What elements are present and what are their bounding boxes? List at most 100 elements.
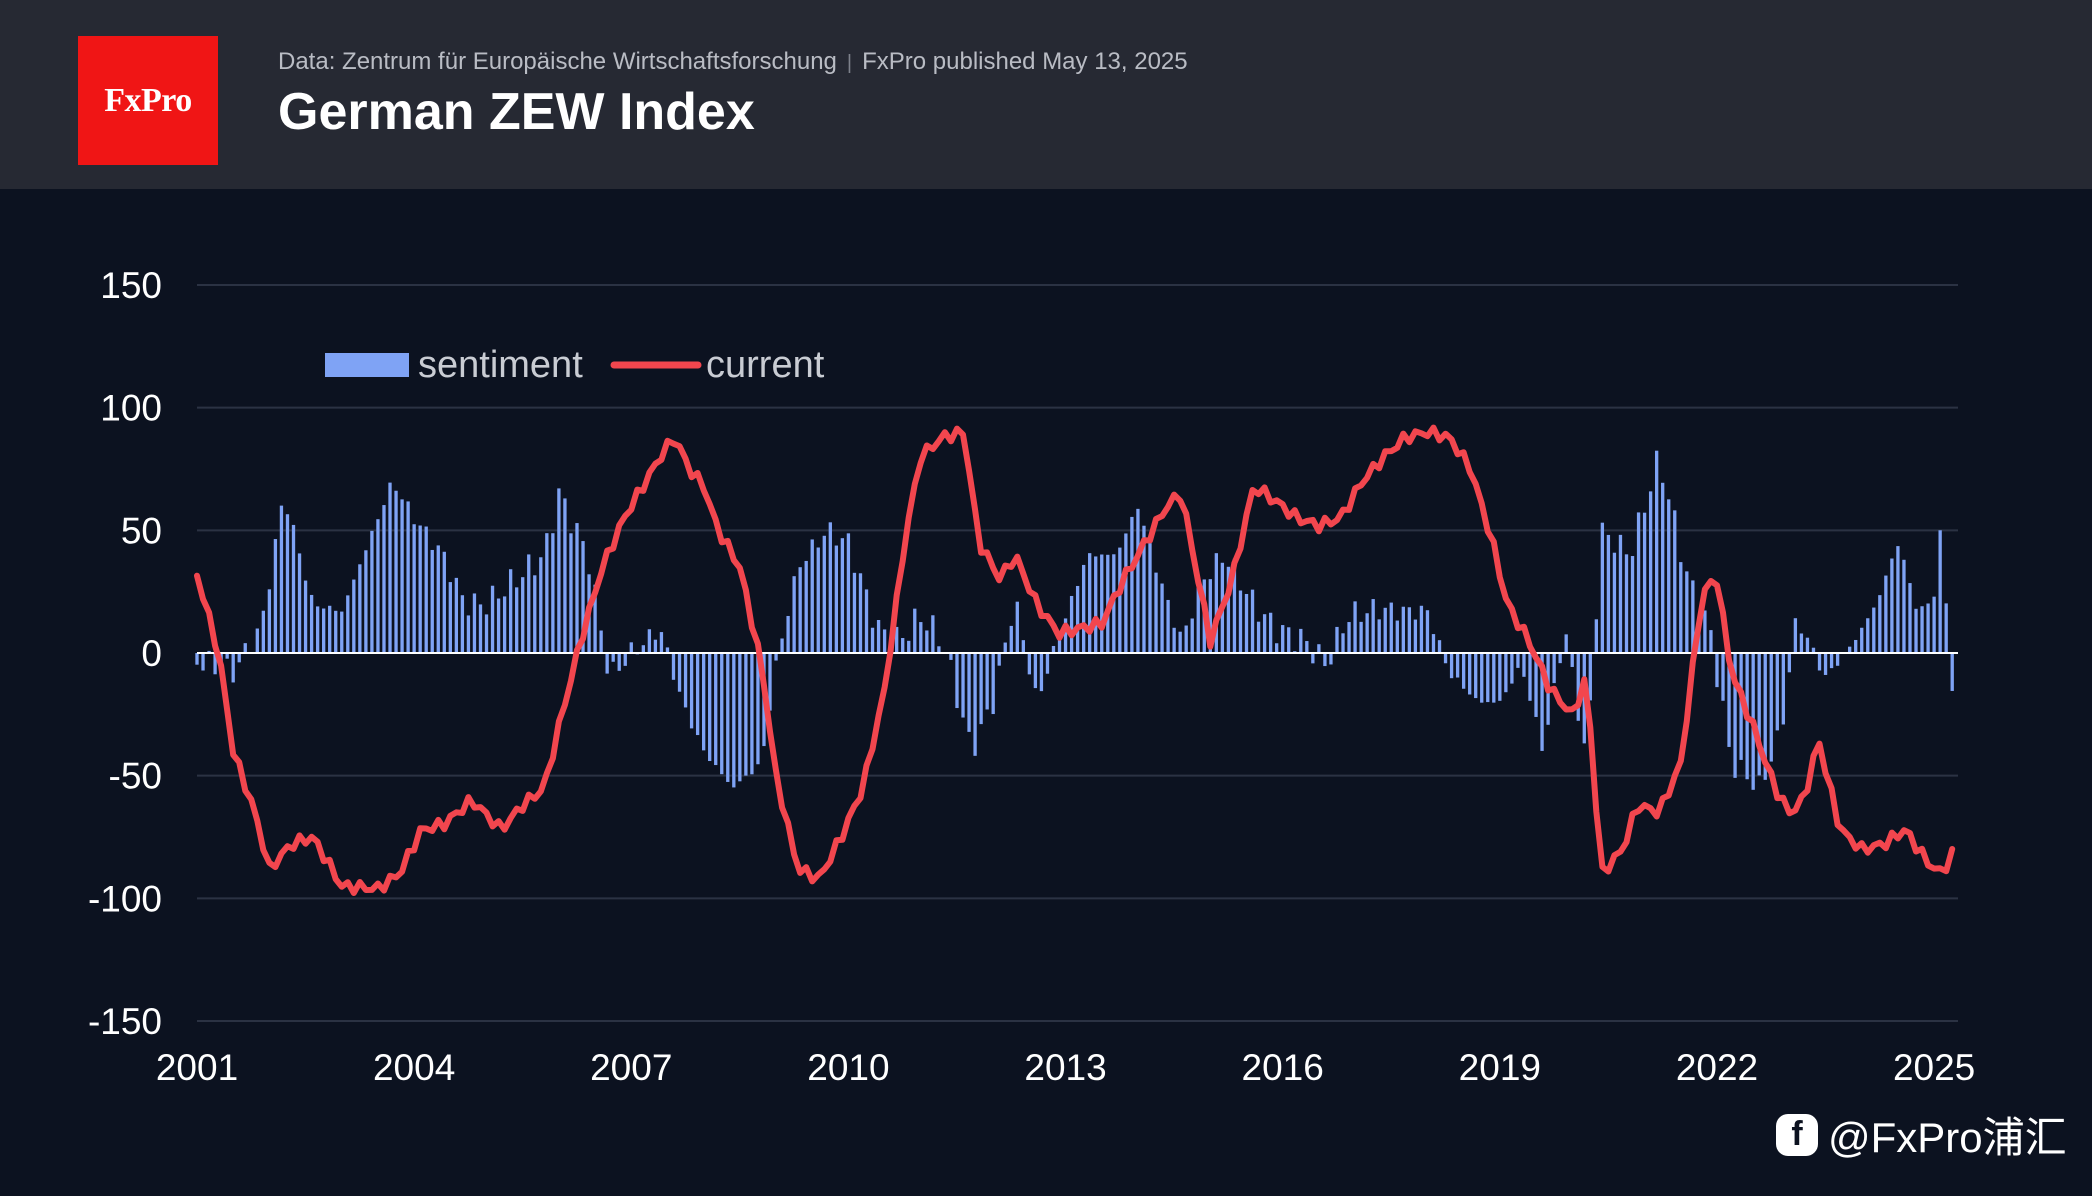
sentiment-bar — [1262, 614, 1267, 653]
sentiment-bar — [816, 547, 820, 653]
y-tick-labels: 150 100 50 0 -50 -100 -150 — [88, 265, 162, 1042]
sentiment-bar — [1359, 621, 1363, 653]
sentiment-bar — [864, 589, 869, 653]
chart-title: German ZEW Index — [278, 83, 755, 141]
sentiment-bar — [442, 551, 446, 653]
sentiment-bar — [1226, 566, 1231, 653]
sentiment-bar — [448, 582, 452, 653]
grid — [197, 284, 1958, 1022]
watermark-text: @FxPro浦汇 — [1828, 1114, 2067, 1161]
sentiment-bar — [207, 650, 211, 653]
sentiment-bar — [792, 576, 796, 653]
sentiment-bar — [913, 608, 917, 653]
sentiment-bar — [949, 653, 953, 660]
sentiment-bar — [1419, 605, 1424, 653]
sentiment-bar — [424, 526, 428, 653]
sentiment-bar — [683, 653, 688, 708]
sentiment-bar — [1866, 618, 1870, 653]
sentiment-bar — [1691, 580, 1695, 653]
sentiment-bar — [1655, 450, 1659, 653]
sentiment-bar — [593, 584, 597, 653]
sentiment-bar — [1769, 653, 1773, 762]
facebook-icon: f — [1776, 1113, 1818, 1156]
sentiment-bar — [515, 587, 519, 653]
sentiment-bar — [1630, 556, 1635, 653]
sentiment-bar — [412, 524, 416, 653]
sentiment-bar — [1353, 601, 1357, 653]
sentiment-bar — [490, 585, 495, 653]
sentiment-bar — [1437, 640, 1442, 653]
sentiment-bar — [870, 627, 875, 653]
sentiment-bar — [1281, 625, 1285, 653]
sentiment-bar — [1142, 525, 1146, 653]
sentiment-bar — [364, 550, 368, 653]
sentiment-bar — [834, 545, 839, 653]
sentiment-bar — [1100, 554, 1104, 653]
sentiment-bar — [1256, 621, 1261, 653]
sentiment-bar — [937, 646, 941, 653]
sentiment-bar — [508, 569, 513, 653]
sentiment-bar — [810, 539, 814, 653]
sentiment-bar — [882, 629, 887, 653]
sentiment-bar — [1498, 653, 1502, 701]
sentiment-bar — [1739, 653, 1743, 760]
sentiment-bar — [701, 653, 706, 751]
sentiment-bar — [1878, 595, 1882, 653]
x-tick-label: 2013 — [1024, 1047, 1106, 1088]
sentiment-bar — [1787, 653, 1792, 673]
data-source: Data: Zentrum für Europäische Wirtschaft… — [278, 48, 837, 75]
sentiment-bar — [545, 533, 549, 653]
sentiment-bar — [1823, 653, 1828, 675]
sentiment-bar — [563, 498, 567, 653]
sentiment-bar — [973, 653, 977, 756]
sentiment-bar — [1944, 603, 1948, 653]
sentiment-bar — [1606, 534, 1611, 653]
sentiment-bar — [1069, 595, 1074, 653]
sentiment-bar — [1009, 625, 1013, 653]
sentiment-bar — [617, 653, 621, 671]
x-tick-label: 2010 — [807, 1047, 889, 1088]
sentiment-bar — [1413, 619, 1418, 653]
sentiment-bar — [581, 541, 585, 653]
legend: sentiment current — [325, 344, 825, 386]
sentiment-bar — [1854, 639, 1858, 653]
sentiment-bar — [243, 643, 247, 653]
sentiment-bar — [303, 580, 308, 653]
sentiment-bar — [1576, 653, 1580, 721]
sentiment-bar — [1618, 534, 1623, 653]
sentiment-bar — [774, 653, 778, 661]
y-tick-label: -150 — [88, 1001, 162, 1042]
sentiment-bar — [1154, 572, 1158, 653]
sentiment-bar — [267, 589, 272, 653]
sentiment-bar — [1407, 607, 1412, 653]
x-tick-label: 2004 — [373, 1047, 455, 1088]
sentiment-bar — [1932, 596, 1936, 653]
sentiment-bar — [1287, 627, 1291, 653]
sentiment-bar — [979, 653, 983, 725]
sentiment-bar — [695, 653, 700, 736]
sentiment-bar — [907, 640, 911, 653]
y-tick-label: -100 — [88, 878, 162, 919]
sentiment-bar — [1908, 583, 1912, 653]
sentiment-bar — [804, 560, 808, 653]
sentiment-bar — [689, 653, 694, 729]
sentiment-bar — [1094, 556, 1098, 653]
sentiment-bar — [1516, 653, 1520, 668]
sentiment-bar — [484, 614, 489, 653]
sentiment-bar — [1377, 619, 1381, 653]
sentiment-bar — [322, 608, 326, 653]
sentiment-bar — [732, 653, 736, 788]
sentiment-bar — [225, 653, 229, 659]
sentiment-bar — [901, 638, 905, 653]
legend-label-current: current — [706, 344, 825, 386]
sentiment-bar — [454, 577, 459, 653]
sentiment-bar — [1727, 653, 1731, 747]
sentiment-bar — [285, 514, 290, 653]
sentiment-bar — [744, 653, 748, 776]
sentiment-bar — [1051, 645, 1056, 653]
sentiment-bar — [1455, 653, 1460, 678]
sentiment-bar — [1829, 653, 1834, 669]
sentiment-bar — [1486, 653, 1490, 703]
sentiment-bar — [213, 653, 217, 675]
y-tick-label: -50 — [109, 756, 162, 797]
